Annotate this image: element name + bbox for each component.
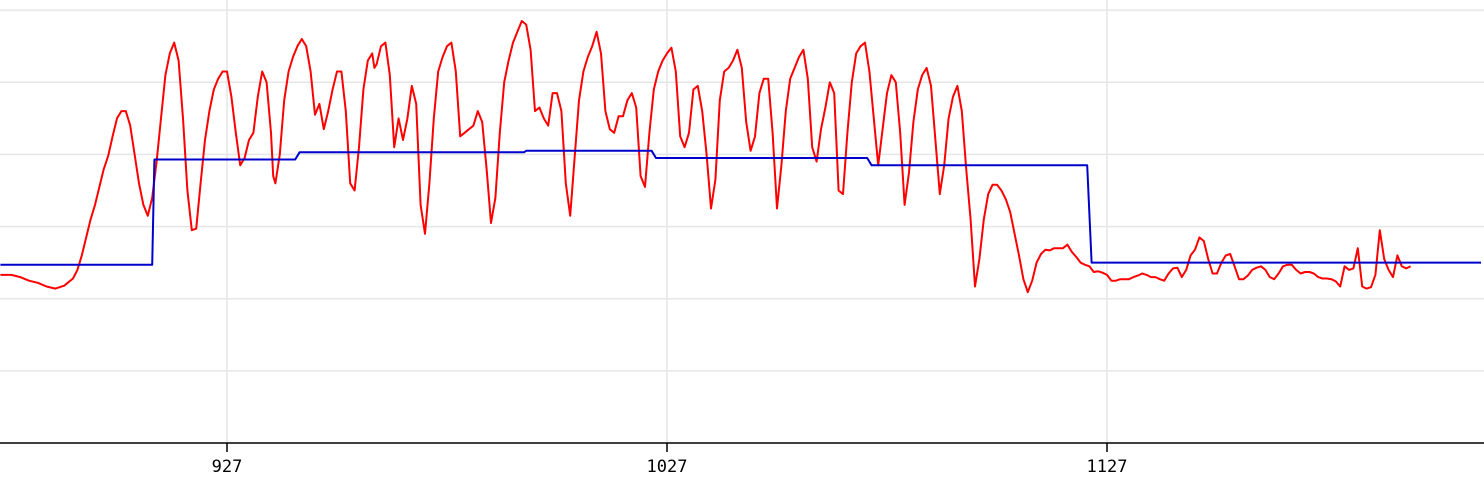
x-tick-label: 1127 [1087,457,1128,477]
series-line-2 [0,149,1481,266]
series-line-1 [0,20,1412,294]
x-tick-label: 927 [212,457,243,477]
vertical-gridlines [226,0,1108,443]
x-tick-label: 1027 [647,457,688,477]
horizontal-gridlines [0,9,1484,372]
series-layer [0,20,1481,294]
x-axis-ticks: 927 1027 1127 [212,443,1128,477]
